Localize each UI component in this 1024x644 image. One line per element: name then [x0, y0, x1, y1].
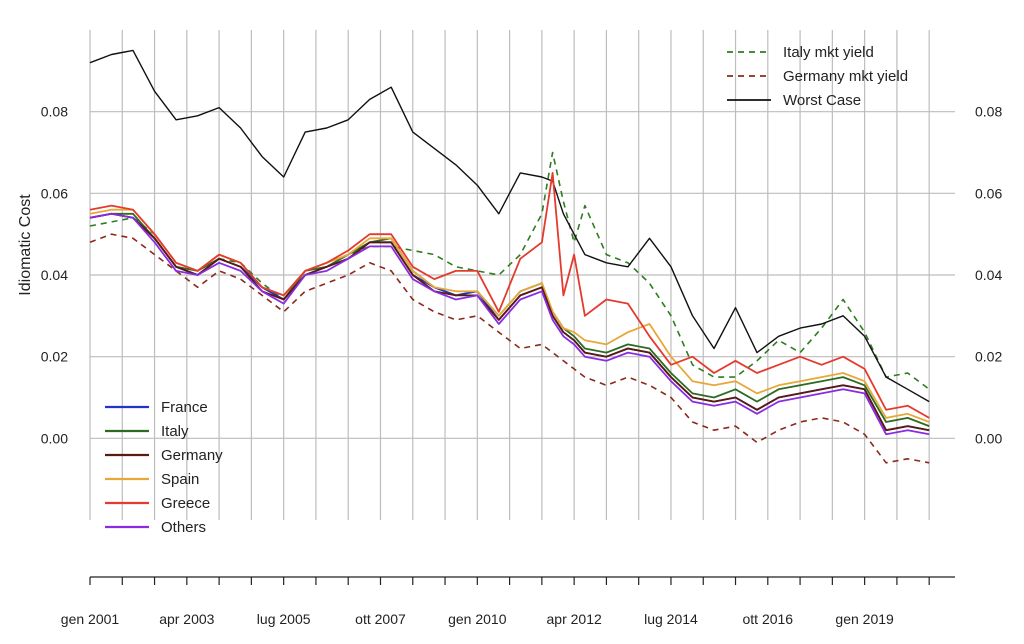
series-line-worst-case — [89, 49, 930, 403]
y-axis-label: Idiomatic Cost — [17, 194, 34, 296]
legend-label: Greece — [161, 495, 210, 512]
legend-label: Worst Case — [783, 92, 861, 109]
y-tick-label-right: 0.08 — [975, 104, 1002, 120]
y-axis-right: 0.00 0.02 0.04 0.06 0.08 — [975, 104, 1002, 447]
y-tick-label-right: 0.06 — [975, 185, 1002, 201]
y-tick-label-left: 0.04 — [41, 267, 68, 283]
series-line-germany — [89, 212, 930, 432]
x-tick-label: ott 2016 — [742, 611, 793, 627]
series-line-greece — [89, 172, 930, 419]
x-tick-label: gen 2001 — [61, 611, 120, 627]
series-layer — [89, 49, 930, 464]
series-line-others — [89, 212, 930, 436]
legend-label: Germany — [161, 447, 223, 464]
x-axis: gen 2001 apr 2003 lug 2005 ott 2007 gen 2010… — [61, 576, 955, 627]
legend-label: Italy — [161, 423, 189, 440]
legend-label: Others — [161, 519, 206, 536]
legend-label: France — [161, 399, 208, 416]
y-tick-label-left: 0.00 — [41, 430, 68, 446]
y-tick-label-right: 0.00 — [975, 430, 1002, 446]
y-axis-left: 0.00 0.02 0.04 0.06 0.08 — [41, 104, 68, 447]
y-tick-label-right: 0.04 — [975, 267, 1002, 283]
x-tick-label: apr 2012 — [547, 611, 602, 627]
legend-label: Italy mkt yield — [783, 44, 874, 61]
legend-top-right: Italy mkt yield Germany mkt yield Worst Ca… — [727, 44, 908, 109]
y-tick-label-left: 0.08 — [41, 104, 68, 120]
legend-label: Spain — [161, 471, 199, 488]
x-tick-label: lug 2005 — [257, 611, 311, 627]
series-line-italy-mkt-yield — [89, 151, 930, 390]
y-tick-label-left: 0.06 — [41, 185, 68, 201]
grid — [89, 30, 955, 520]
y-tick-label-right: 0.02 — [975, 349, 1002, 365]
x-tick-label: gen 2010 — [448, 611, 507, 627]
x-tick-label: gen 2019 — [835, 611, 894, 627]
legend-label: Germany mkt yield — [783, 68, 908, 85]
legend-bottom-left: France Italy Germany Spain Greece Others — [105, 399, 223, 536]
series-line-germany-mkt-yield — [89, 233, 930, 464]
x-tick-label: apr 2003 — [159, 611, 214, 627]
x-tick-label: ott 2007 — [355, 611, 406, 627]
y-tick-label-left: 0.02 — [41, 349, 68, 365]
x-tick-label: lug 2014 — [644, 611, 698, 627]
